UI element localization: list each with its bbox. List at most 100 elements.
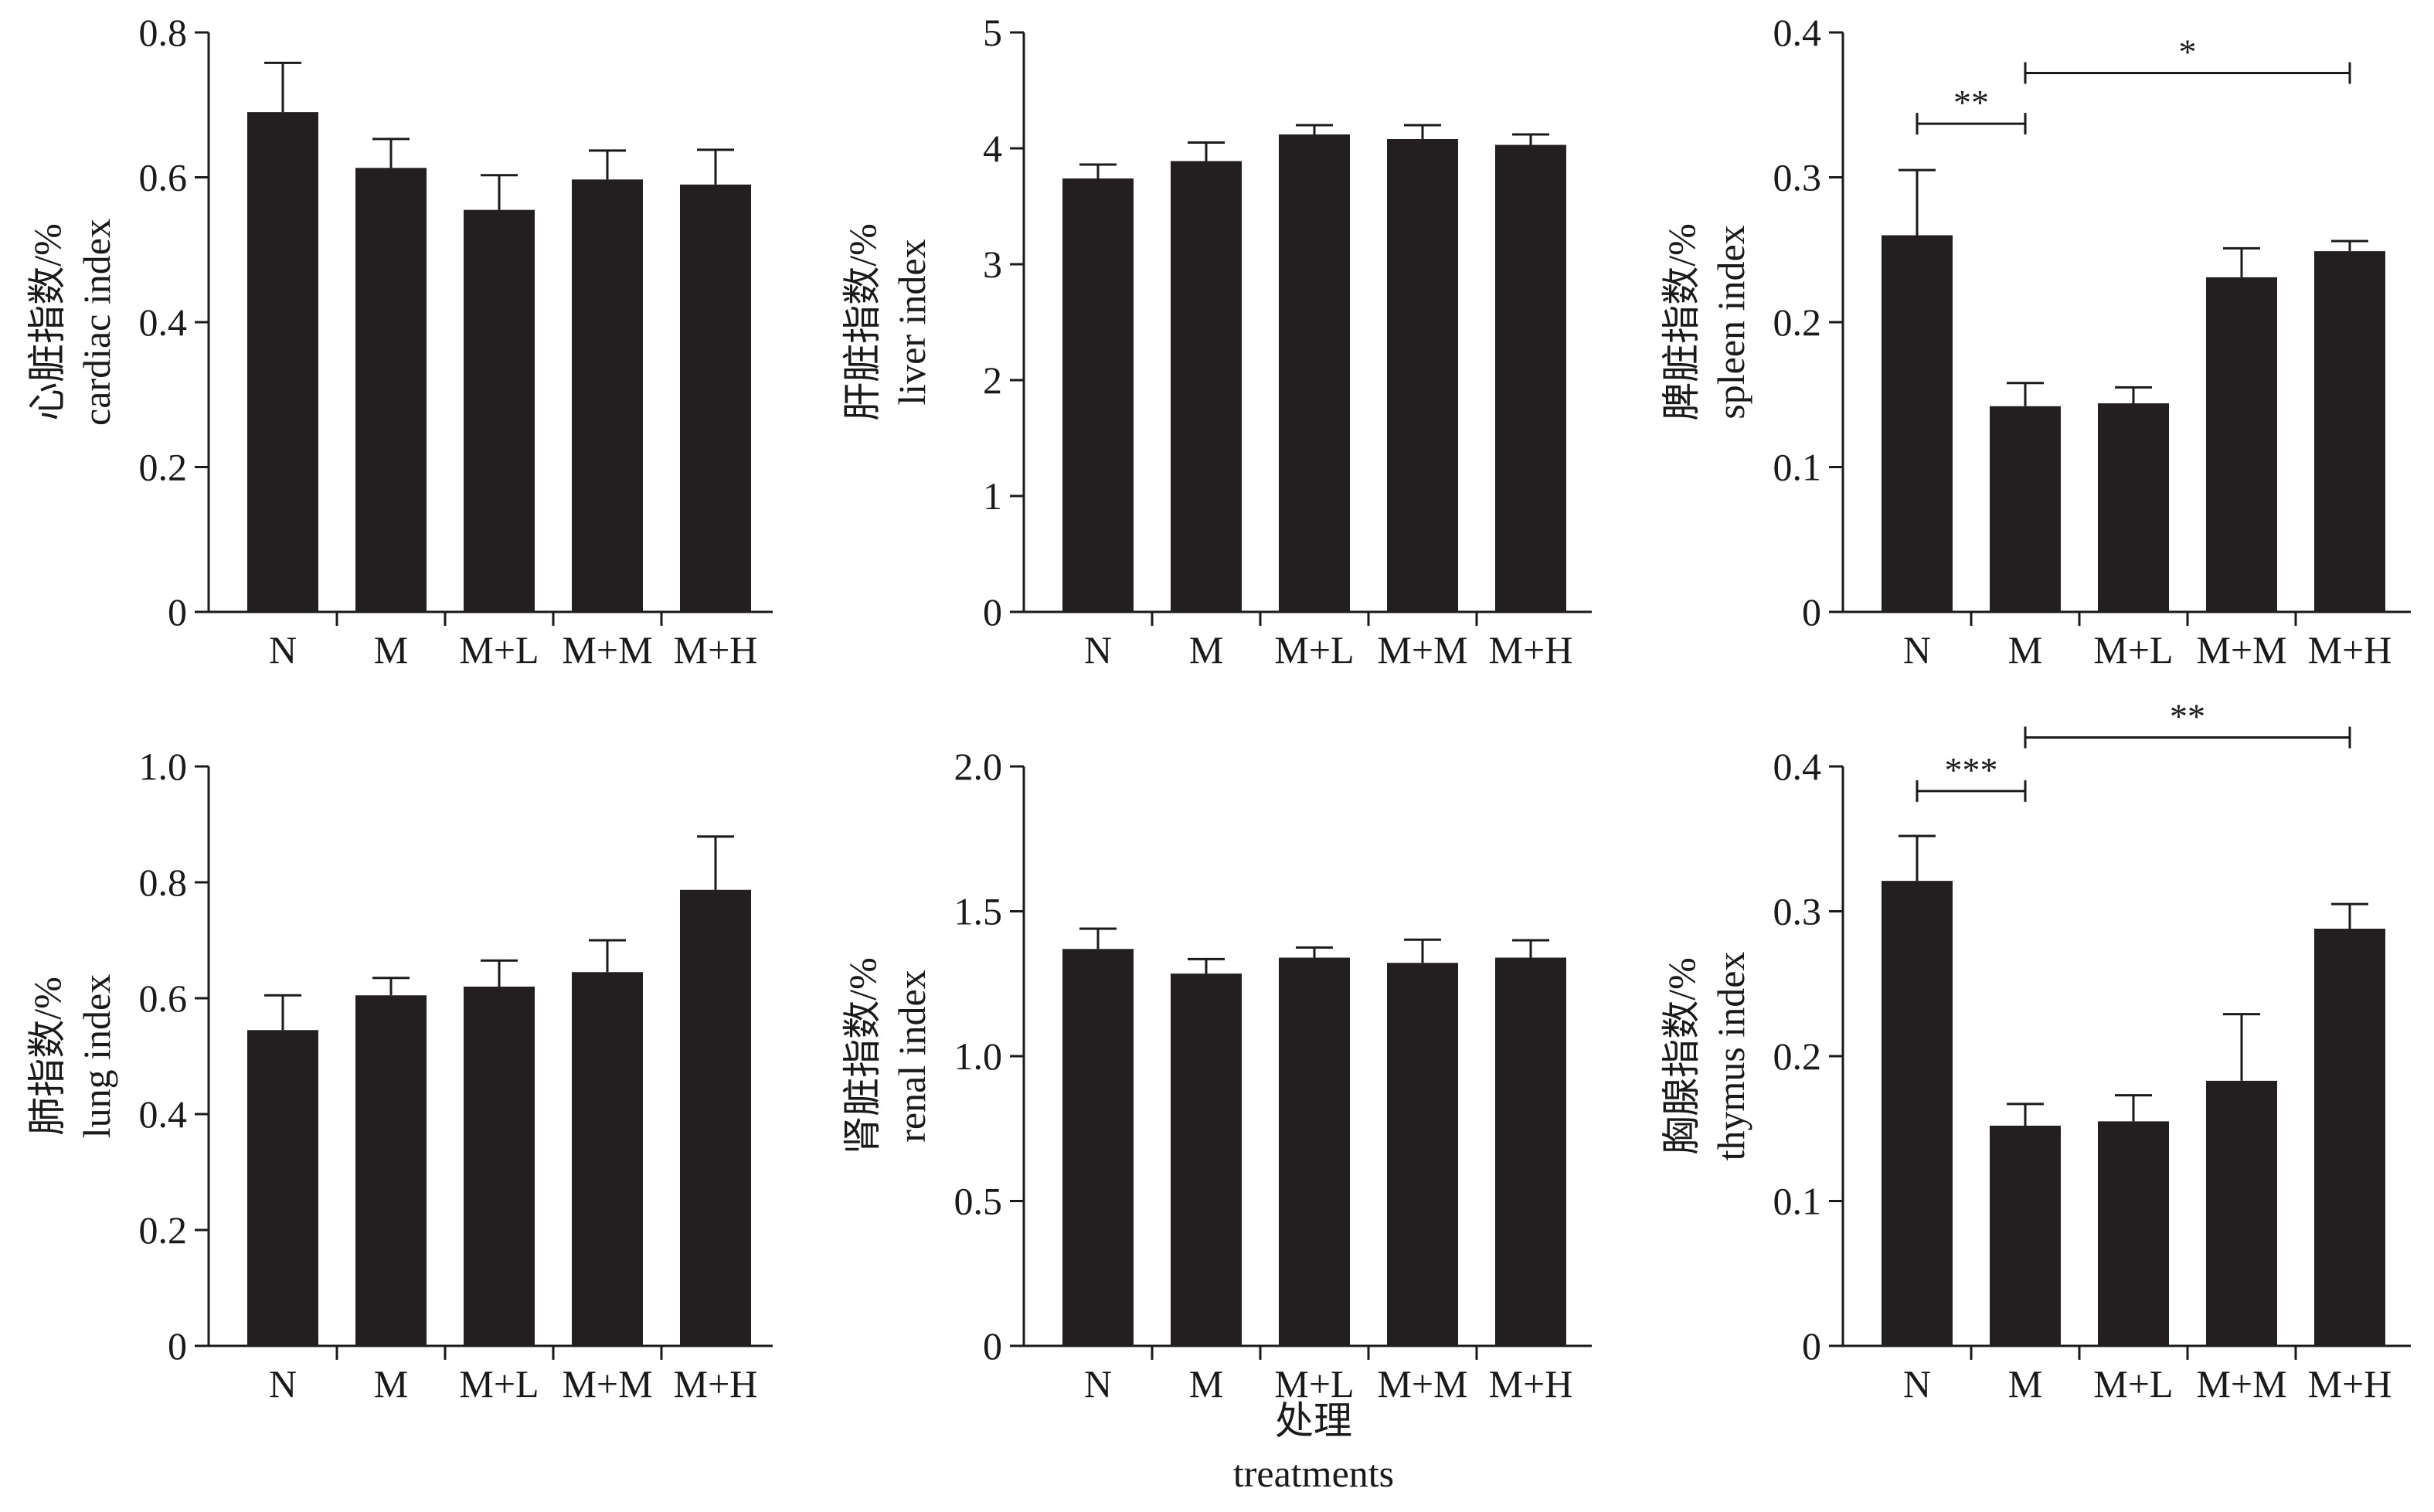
y-tick-label: 0.6 bbox=[139, 156, 188, 199]
bar-M+H bbox=[1495, 957, 1566, 1346]
bar-M bbox=[355, 995, 427, 1346]
bar-N bbox=[1062, 949, 1134, 1346]
significance-label: * bbox=[2179, 32, 2197, 72]
x-category-label: M+M bbox=[1377, 628, 1467, 671]
bar-M bbox=[355, 168, 427, 612]
significance-label: ** bbox=[2170, 697, 2205, 736]
bar-M bbox=[1990, 1126, 2061, 1346]
y-tick-label: 0 bbox=[168, 1324, 187, 1368]
y-tick-label: 0.1 bbox=[1773, 1180, 1822, 1223]
x-category-label: M+L bbox=[2093, 1362, 2173, 1405]
significance-label: ** bbox=[1953, 83, 1989, 122]
y-tick-label: 3 bbox=[983, 243, 1002, 286]
bar-M+M bbox=[2206, 1080, 2277, 1346]
x-category-label: M+M bbox=[2196, 1362, 2286, 1405]
x-category-label: M bbox=[374, 1362, 408, 1405]
y-axis-label-en: liver index bbox=[890, 239, 933, 405]
bar-M+H bbox=[680, 889, 751, 1346]
y-axis-label-en: spleen index bbox=[1709, 225, 1752, 419]
x-category-label: M bbox=[374, 628, 408, 671]
bar-M bbox=[1171, 161, 1242, 612]
y-axis-label-en: cardiac index bbox=[75, 219, 118, 426]
bar-N bbox=[1882, 235, 1953, 612]
y-axis-label-cn: 脾脏指数/% bbox=[1660, 223, 1703, 421]
bar-M+M bbox=[1387, 963, 1458, 1346]
bar-N bbox=[247, 1030, 318, 1346]
bar-M+M bbox=[572, 179, 643, 612]
y-axis-label-en: renal index bbox=[890, 970, 933, 1143]
x-category-label: M bbox=[1189, 628, 1223, 671]
bar-M+M bbox=[572, 972, 643, 1346]
x-category-label: M+M bbox=[1377, 1362, 1467, 1405]
x-category-label: M+L bbox=[1274, 628, 1354, 671]
x-category-label: M bbox=[2008, 628, 2042, 671]
y-tick-label: 1.0 bbox=[139, 745, 188, 788]
y-tick-label: 0.4 bbox=[1773, 745, 1822, 788]
x-category-label: M+L bbox=[2093, 628, 2173, 671]
bar-M+L bbox=[464, 209, 535, 612]
x-category-label: M+M bbox=[2196, 628, 2286, 671]
bar-M bbox=[1171, 973, 1242, 1346]
y-tick-label: 0.2 bbox=[1773, 301, 1822, 344]
x-category-label: N bbox=[1903, 1362, 1931, 1405]
x-axis-title-cn: 处理 bbox=[1275, 1399, 1352, 1442]
bar-N bbox=[1882, 881, 1953, 1346]
x-category-label: M+L bbox=[459, 628, 539, 671]
bar-M+L bbox=[2098, 1121, 2169, 1346]
y-tick-label: 5 bbox=[983, 11, 1002, 54]
y-tick-label: 0 bbox=[983, 590, 1002, 634]
x-category-label: M bbox=[2008, 1362, 2042, 1405]
y-axis-label-cn: 心脏指数/% bbox=[25, 223, 69, 421]
x-category-label: N bbox=[269, 1362, 297, 1405]
y-axis-label-en: lung index bbox=[75, 974, 118, 1138]
chart-panel-5: 0 0.5 1.0 1.5 2.0 N M M+L M+M M+H 肾脏指数/% renal inde… bbox=[841, 745, 1592, 1405]
y-tick-label: 1.5 bbox=[954, 890, 1003, 933]
x-category-label: N bbox=[269, 628, 297, 671]
x-category-label: M bbox=[1189, 1362, 1223, 1405]
y-tick-label: 1.0 bbox=[954, 1035, 1003, 1078]
x-category-label: N bbox=[1084, 628, 1112, 671]
y-tick-label: 0.4 bbox=[1773, 11, 1822, 54]
bar-M+H bbox=[2314, 929, 2385, 1346]
y-axis-label-en: thymus index bbox=[1709, 952, 1752, 1161]
bar-M+M bbox=[1387, 139, 1458, 612]
bar-M+L bbox=[464, 987, 535, 1346]
y-tick-label: 0.5 bbox=[954, 1180, 1003, 1223]
x-category-label: M+H bbox=[2308, 1362, 2392, 1405]
x-category-label: M+H bbox=[674, 628, 758, 671]
y-tick-label: 0.3 bbox=[1773, 156, 1822, 199]
y-tick-label: 0.2 bbox=[139, 446, 188, 489]
bar-M+L bbox=[1279, 957, 1350, 1346]
x-category-label: M+M bbox=[562, 628, 652, 671]
bar-N bbox=[1062, 178, 1134, 612]
bar-M bbox=[1990, 406, 2061, 612]
y-tick-label: 0.3 bbox=[1773, 890, 1822, 933]
y-tick-label: 1 bbox=[983, 474, 1002, 518]
y-tick-label: 0 bbox=[1802, 590, 1821, 634]
bar-M+L bbox=[2098, 403, 2169, 612]
y-tick-label: 4 bbox=[983, 127, 1002, 170]
y-axis-label-cn: 肝脏指数/% bbox=[841, 223, 884, 421]
y-tick-label: 0 bbox=[1802, 1324, 1821, 1368]
y-axis-label-cn: 肾脏指数/% bbox=[841, 957, 884, 1155]
bar-M+M bbox=[2206, 277, 2277, 612]
x-category-label: M+L bbox=[1274, 1362, 1354, 1405]
bar-M+H bbox=[680, 184, 751, 612]
y-tick-label: 0.8 bbox=[139, 861, 188, 904]
x-category-label: N bbox=[1903, 628, 1931, 671]
x-axis-title-en: treatments bbox=[1233, 1452, 1394, 1495]
x-category-label: N bbox=[1084, 1362, 1112, 1405]
bar-M+H bbox=[1495, 144, 1566, 612]
bar-N bbox=[247, 112, 318, 612]
significance-label: *** bbox=[1945, 750, 1998, 790]
y-tick-label: 2.0 bbox=[954, 745, 1003, 788]
y-tick-label: 0.2 bbox=[1773, 1035, 1822, 1078]
bar-M+L bbox=[1279, 134, 1350, 612]
y-tick-label: 0.4 bbox=[139, 1092, 188, 1136]
y-tick-label: 0.4 bbox=[139, 301, 188, 344]
chart-panel-3: 00.10.20.30.4N M M+L M+M M+H***脾脏指数/% spleen … bbox=[1660, 11, 2411, 671]
y-tick-label: 0.6 bbox=[139, 977, 188, 1020]
x-category-label: M+H bbox=[2308, 628, 2392, 671]
x-category-label: M+H bbox=[1489, 1362, 1573, 1405]
